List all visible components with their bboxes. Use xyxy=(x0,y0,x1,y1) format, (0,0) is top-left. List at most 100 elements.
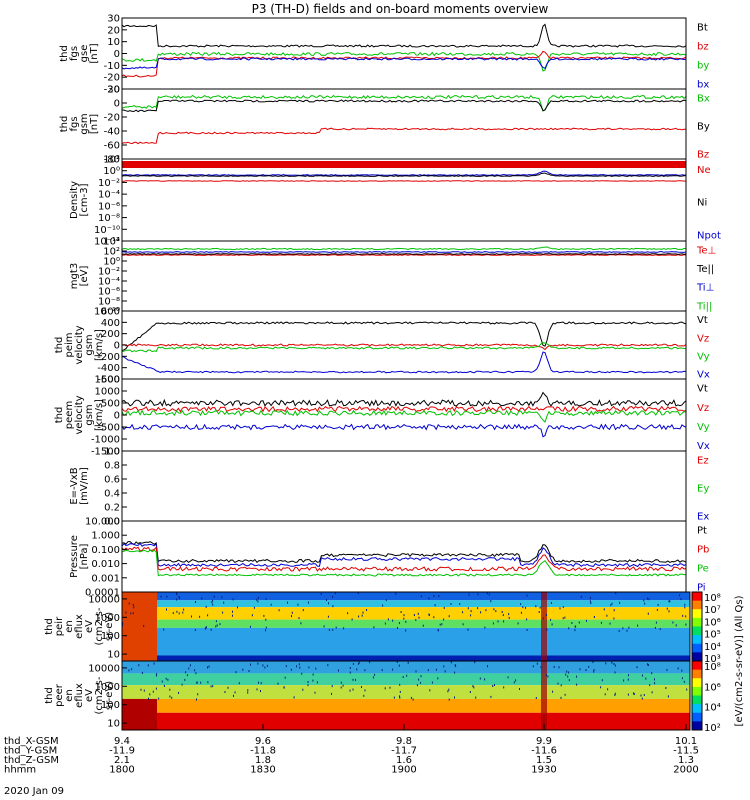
band-upper xyxy=(122,673,690,686)
speckle xyxy=(459,603,461,605)
y-axis-label-line: mgt3 xyxy=(69,263,80,289)
speckle xyxy=(443,665,445,668)
colorbar-swatch xyxy=(692,617,702,627)
speckle xyxy=(568,627,570,630)
speckle xyxy=(197,693,199,696)
series-green xyxy=(121,409,687,423)
y-tick-label: 0.4 xyxy=(104,489,120,500)
speckle xyxy=(550,618,552,621)
speckle xyxy=(205,626,207,629)
series-blue xyxy=(121,423,687,438)
speckle xyxy=(480,611,482,614)
speckle xyxy=(363,694,365,697)
series-green xyxy=(121,51,687,72)
speckle xyxy=(540,666,542,669)
panel-efield: 1.0 0.8 0.6 0.4 0.2 0.0 E=-VxB[mV/m] Ez Ey Ex xyxy=(69,447,709,528)
speckle xyxy=(568,671,570,674)
band-peak xyxy=(122,698,690,713)
speckle xyxy=(399,690,401,693)
y-tick-label: 10⁻² xyxy=(98,267,120,278)
speckle xyxy=(651,691,653,694)
speckle xyxy=(684,606,686,609)
colorbar-swatch xyxy=(692,609,702,619)
speckle xyxy=(546,613,548,616)
speckle xyxy=(148,697,149,700)
speckle xyxy=(613,617,615,620)
y-axis-label-line: Pressure xyxy=(69,535,80,578)
panel-pressure: 10.000 1.000 0.100 0.010 0.001 0.0001 Pressure… xyxy=(69,517,709,599)
y-axis-label-line: thd xyxy=(54,407,65,424)
speckle xyxy=(189,664,191,667)
y-tick-label: -600 xyxy=(97,375,120,386)
legend-Ne: Ne xyxy=(697,165,711,176)
speckle xyxy=(407,661,409,664)
speckle xyxy=(210,628,212,631)
y-tick-label: 0.0001 xyxy=(85,588,120,599)
speckle xyxy=(636,666,638,669)
speckle xyxy=(141,671,143,674)
speckle xyxy=(532,665,534,668)
speckle xyxy=(574,625,576,628)
y-tick-label: 10⁻⁴ xyxy=(98,277,120,288)
speckle xyxy=(340,681,342,684)
speckle xyxy=(171,696,173,699)
speckle xyxy=(212,599,214,602)
speckle xyxy=(215,625,217,628)
y-axis-label-line: velocity xyxy=(74,325,85,364)
speckle xyxy=(290,668,292,671)
date-label: 2020 Jan 09 xyxy=(4,786,64,797)
y-tick-label: 10000 xyxy=(88,663,120,674)
speckle xyxy=(224,691,226,693)
speckle xyxy=(559,607,561,610)
y-tick-label: 1000 xyxy=(95,682,120,693)
x-tick-label: 1.6 xyxy=(396,755,412,766)
speckle xyxy=(199,615,201,618)
speckle xyxy=(585,669,587,672)
y-tick-label: 0 xyxy=(114,411,120,422)
speckle xyxy=(477,607,479,610)
speckle xyxy=(647,664,649,666)
speckle xyxy=(403,617,405,620)
speckle xyxy=(176,592,178,595)
spike-column xyxy=(541,661,547,730)
x-tick-label: -11.9 xyxy=(109,746,135,757)
speckle xyxy=(183,608,185,611)
y-tick-label: 10⁻¹² xyxy=(94,237,120,248)
speckle xyxy=(647,663,648,666)
speckle xyxy=(628,626,630,629)
speckle xyxy=(186,674,188,677)
y-axis-label-line: fgs xyxy=(69,46,80,61)
colorbar-swatch xyxy=(692,721,702,731)
speckle xyxy=(364,669,366,672)
y-axis-label-line: peim xyxy=(64,332,75,357)
speckle xyxy=(681,669,683,672)
colorbar-swatch xyxy=(692,669,702,679)
legend-Pi: Pi xyxy=(697,582,706,593)
colorbar-swatch xyxy=(692,661,702,671)
speckle xyxy=(486,592,488,595)
speckle xyxy=(428,614,430,617)
speckle xyxy=(488,593,490,596)
speckle xyxy=(169,695,171,698)
speckle xyxy=(467,628,469,631)
y-tick-label: 0.6 xyxy=(104,475,120,486)
speckle xyxy=(387,618,389,621)
band-high xyxy=(122,592,690,601)
panel-frame xyxy=(121,520,687,593)
speckle xyxy=(181,683,183,686)
speckle xyxy=(526,629,528,631)
speckle xyxy=(179,597,180,600)
band-high xyxy=(122,661,690,674)
legend-Vz: Vz xyxy=(697,403,709,414)
speckle xyxy=(327,664,329,667)
speckle xyxy=(643,694,645,696)
x-tick-label: -11.8 xyxy=(250,746,276,757)
panel-fgs_gsm: 20 0 -20 -40 -60 -80 thdfgsgsm[nT] Bx By Bz xyxy=(59,85,710,166)
speckle xyxy=(557,682,559,685)
speckle xyxy=(140,688,142,691)
speckle xyxy=(352,688,354,691)
colorbar-swatch xyxy=(692,704,702,714)
speckle xyxy=(613,663,615,665)
y-tick-label: 500 xyxy=(101,399,120,410)
